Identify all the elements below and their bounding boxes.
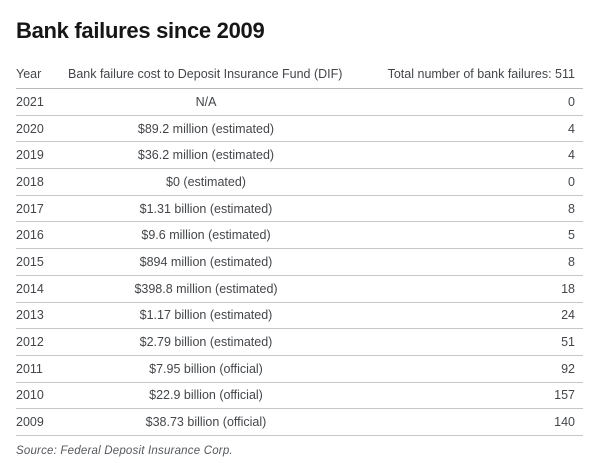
- table-row: 2009 $38.73 billion (official) 140: [16, 409, 583, 436]
- source-note: Source: Federal Deposit Insurance Corp.: [16, 444, 233, 457]
- failures-cell: 4: [568, 121, 575, 136]
- year-cell: 2016: [16, 228, 44, 243]
- year-cell: 2010: [16, 388, 44, 403]
- failures-cell: 157: [554, 388, 575, 403]
- failures-cell: 24: [561, 308, 575, 323]
- cost-cell: $0 (estimated): [166, 174, 246, 189]
- cost-cell: $38.73 billion (official): [145, 415, 267, 430]
- cost-cell: $398.8 million (estimated): [134, 281, 278, 296]
- cost-cell: $9.6 million (estimated): [141, 228, 271, 243]
- failures-cell: 140: [554, 415, 575, 430]
- failures-table: Year Bank failure cost to Deposit Insura…: [16, 65, 583, 436]
- cost-cell: $894 million (estimated): [139, 254, 273, 269]
- column-header-year: Year: [16, 67, 42, 81]
- column-header-cost: Bank failure cost to Deposit Insurance F…: [68, 67, 343, 81]
- year-cell: 2018: [16, 174, 44, 189]
- failures-cell: 4: [568, 148, 575, 163]
- table-row: 2020 $89.2 million (estimated) 4: [16, 116, 583, 143]
- column-header-total-failures: Total number of bank failures: 511: [387, 67, 575, 81]
- table-row: 2014 $398.8 million (estimated) 18: [16, 276, 583, 303]
- table-row: 2016 $9.6 million (estimated) 5: [16, 222, 583, 250]
- cost-cell: $1.17 billion (estimated): [139, 308, 273, 323]
- table-header-row: Year Bank failure cost to Deposit Insura…: [16, 65, 583, 89]
- table-row: 2019 $36.2 million (estimated) 4: [16, 142, 583, 170]
- failures-cell: 51: [561, 335, 575, 350]
- year-cell: 2021: [16, 94, 44, 109]
- table-row: 2012 $2.79 billion (estimated) 51: [16, 329, 583, 356]
- table-row: 2011 $7.95 billion (official) 92: [16, 356, 583, 383]
- failures-cell: 8: [568, 254, 575, 269]
- year-cell: 2011: [16, 361, 43, 376]
- failures-cell: 0: [568, 174, 575, 189]
- table-row: 2015 $894 million (estimated) 8: [16, 249, 583, 276]
- table-row: 2018 $0 (estimated) 0: [16, 169, 583, 196]
- table-body: 2021 N/A 0 2020 $89.2 million (estimated…: [16, 89, 583, 436]
- cost-cell: $2.79 billion (estimated): [139, 335, 273, 350]
- page-title: Bank failures since 2009: [16, 18, 265, 43]
- cost-cell: $7.95 billion (official): [149, 361, 263, 376]
- cost-cell: $1.31 billion (estimated): [139, 201, 273, 216]
- table-row: 2010 $22.9 billion (official) 157: [16, 383, 583, 410]
- table-row: 2021 N/A 0: [16, 89, 583, 116]
- year-cell: 2017: [16, 201, 44, 216]
- failures-cell: 5: [568, 228, 575, 243]
- year-cell: 2015: [16, 254, 44, 269]
- failures-cell: 18: [561, 281, 575, 296]
- cost-cell: $89.2 million (estimated): [137, 121, 275, 136]
- failures-cell: 8: [568, 201, 575, 216]
- year-cell: 2020: [16, 121, 44, 136]
- year-cell: 2014: [16, 281, 44, 296]
- table-row: 2013 $1.17 billion (estimated) 24: [16, 303, 583, 330]
- year-cell: 2012: [16, 335, 44, 350]
- year-cell: 2013: [16, 308, 44, 323]
- year-cell: 2019: [16, 148, 44, 163]
- failures-cell: 0: [568, 94, 575, 109]
- table-row: 2017 $1.31 billion (estimated) 8: [16, 196, 583, 223]
- cost-cell: N/A: [195, 94, 217, 109]
- year-cell: 2009: [16, 415, 44, 430]
- failures-cell: 92: [561, 361, 575, 376]
- cost-cell: $36.2 million (estimated): [137, 148, 275, 163]
- cost-cell: $22.9 billion (official): [149, 388, 263, 403]
